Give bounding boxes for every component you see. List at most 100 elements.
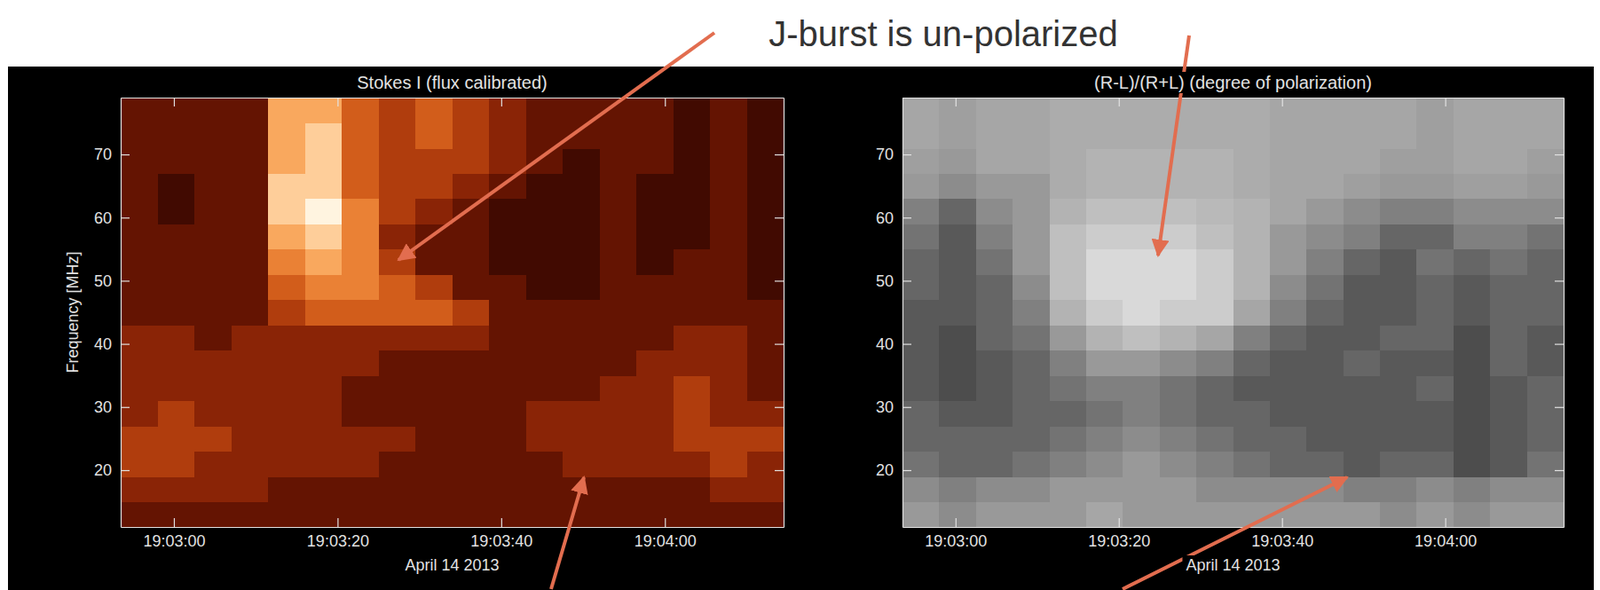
heatmap-cell [267, 97, 306, 124]
heatmap-cell [120, 173, 158, 199]
tick: 19:04:00 [634, 518, 697, 551]
heatmap-cell [1086, 223, 1124, 250]
heatmap-cell [415, 476, 453, 503]
heatmap-cell [976, 375, 1014, 402]
heatmap-cell [305, 425, 343, 452]
heatmap-cell [1527, 148, 1564, 174]
heatmap-cell [157, 148, 196, 174]
heatmap-cell [1416, 324, 1454, 351]
heatmap-cell [1453, 451, 1491, 478]
heatmap-cell [415, 375, 453, 402]
heatmap-cell [902, 249, 940, 276]
heatmap-cell [1122, 425, 1160, 452]
heatmap-cell [1049, 401, 1088, 427]
heatmap-cell [1527, 451, 1564, 478]
heatmap-cell [1196, 502, 1234, 528]
heatmap-cells [120, 97, 784, 528]
heatmap-cell [1379, 148, 1418, 174]
heatmap-cell [1086, 324, 1124, 351]
heatmap-cell [1453, 198, 1491, 225]
tick [1119, 97, 1120, 107]
heatmap-cell [938, 401, 977, 427]
heatmap-cell [1233, 299, 1271, 326]
heatmap-cell [902, 425, 940, 452]
heatmap-cell [1049, 148, 1088, 174]
heatmap-cell [1379, 97, 1418, 124]
heatmap-cell [1489, 425, 1528, 452]
heatmap-cell [1086, 173, 1124, 199]
heatmap-cell [194, 274, 232, 300]
heatmap-cell [747, 148, 785, 174]
heatmap-cell [673, 401, 711, 427]
heatmap-cell [1159, 249, 1198, 276]
heatmap-cell [1489, 122, 1528, 149]
heatmap-cell [1489, 299, 1528, 326]
heatmap-cell [636, 375, 674, 402]
heatmap-cell [636, 425, 674, 452]
heatmap-cell [378, 148, 417, 174]
heatmap-cell [1343, 299, 1381, 326]
heatmap-cell [1343, 451, 1381, 478]
heatmap-cell [305, 502, 343, 528]
heatmap-cell [1233, 198, 1271, 225]
heatmap-cell [1012, 97, 1050, 124]
heatmap-cell [562, 401, 600, 427]
heatmap-cell [452, 451, 490, 478]
panel-title: (R-L)/(R+L) (degree of polarization) [1094, 72, 1372, 93]
heatmap-cell [488, 198, 527, 225]
heatmap-cell [673, 451, 711, 478]
heatmap-cell [452, 148, 490, 174]
heatmap-cell [636, 451, 674, 478]
heatmap-cell [1527, 401, 1564, 427]
heatmap-cell [194, 97, 232, 124]
heatmap-cell [415, 249, 453, 276]
heatmap-cell [673, 375, 711, 402]
heatmap-cell [1306, 451, 1344, 478]
axis-line [902, 98, 904, 529]
heatmap-cell [1122, 97, 1160, 124]
heatmap-cell [599, 476, 638, 503]
heatmap-cell [1416, 375, 1454, 402]
heatmap-cell [1049, 173, 1088, 199]
heatmap-cell [1489, 97, 1528, 124]
heatmap-cell [452, 299, 490, 326]
heatmap-cell [415, 502, 453, 528]
heatmap-cell [976, 451, 1014, 478]
heatmap-cell [231, 502, 269, 528]
heatmap-cell [976, 502, 1014, 528]
tick [1554, 154, 1564, 156]
heatmap-cell [1086, 476, 1124, 503]
heatmap-cell [452, 476, 490, 503]
heatmap-cell [267, 401, 306, 427]
heatmap-cell [341, 476, 379, 503]
tick [1554, 407, 1564, 409]
heatmap-cell [157, 198, 196, 225]
heatmap-cell [1527, 173, 1564, 199]
tick: 60 [875, 208, 912, 227]
heatmap-cell [1233, 401, 1271, 427]
heatmap-cell [1306, 249, 1344, 276]
heatmap-cell [1306, 223, 1344, 250]
heatmap-cell [157, 97, 196, 124]
heatmap-cell [526, 324, 564, 351]
heatmap-cell [599, 375, 638, 402]
heatmap-cell [902, 97, 940, 124]
heatmap-cell [378, 97, 417, 124]
heatmap-cell [194, 122, 232, 149]
heatmap-cell [305, 274, 343, 300]
heatmap-cell [1196, 223, 1234, 250]
heatmap-cell [1233, 425, 1271, 452]
tick-mark [337, 518, 339, 528]
heatmap-cell [1086, 122, 1124, 149]
heatmap-cell [636, 324, 674, 351]
heatmap-cell [1379, 476, 1418, 503]
heatmap-cell [1379, 198, 1418, 225]
heatmap-cell [1049, 97, 1088, 124]
heatmap-cell [1122, 148, 1160, 174]
heatmap-cell [231, 375, 269, 402]
heatmap-cell [636, 249, 674, 276]
heatmap-cell [673, 350, 711, 377]
heatmap-cell [1527, 249, 1564, 276]
heatmap-cell [1416, 97, 1454, 124]
heatmap-cell [1416, 451, 1454, 478]
